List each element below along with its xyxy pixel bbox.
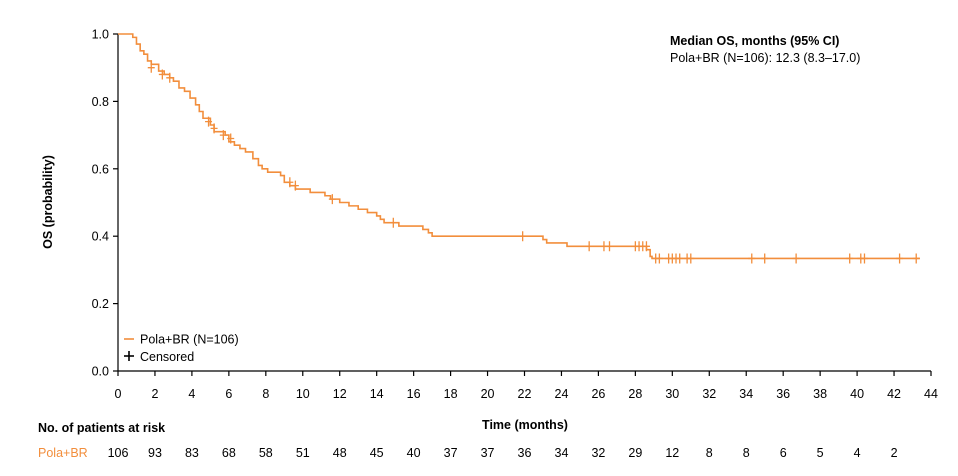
x-tick-label: 30	[665, 387, 679, 401]
at-risk-value: 51	[296, 446, 310, 460]
censor-mark	[389, 217, 397, 228]
legend-series-label: Pola+BR (N=106)	[140, 333, 239, 347]
x-tick-label: 2	[151, 387, 158, 401]
censor-mark	[585, 241, 593, 252]
x-tick-label: 40	[850, 387, 864, 401]
x-tick-label: 6	[225, 387, 232, 401]
x-tick-label: 24	[555, 387, 569, 401]
y-tick-label: 0.4	[92, 230, 109, 244]
x-axis-label: Time (months)	[482, 418, 568, 432]
x-tick-label: 8	[262, 387, 269, 401]
at-risk-value: 4	[854, 446, 861, 460]
y-axis-label: OS (probability)	[41, 155, 55, 249]
axes: 0.00.20.40.60.81.00 2 4 6 8 10 12 14 16 18 20 22 24 2…	[92, 28, 938, 402]
legend-censored-label: Censored	[140, 350, 194, 364]
censor-mark	[158, 69, 166, 80]
x-tick-label: 42	[887, 387, 901, 401]
at-risk-row-label: Pola+BR	[38, 446, 88, 460]
censor-mark	[655, 253, 663, 264]
x-tick-label: 22	[518, 387, 532, 401]
y-tick-label: 1.0	[92, 28, 109, 42]
at-risk-value: 36	[518, 446, 532, 460]
median-annotation-value: Pola+BR (N=106): 12.3 (8.3–17.0)	[670, 51, 860, 65]
survival-curve-group	[118, 33, 920, 260]
censor-mark	[328, 194, 336, 205]
censor-mark	[761, 253, 769, 264]
y-tick-label: 0.2	[92, 297, 109, 311]
survival-curve-pola-br	[118, 33, 920, 260]
at-risk-value: 34	[555, 446, 569, 460]
x-tick-label: 16	[407, 387, 421, 401]
at-risk-value: 83	[185, 446, 199, 460]
at-risk-value: 32	[591, 446, 605, 460]
at-risk-value: 37	[481, 446, 495, 460]
at-risk-value: 8	[706, 446, 713, 460]
at-risk-value: 5	[817, 446, 824, 460]
at-risk-value: 45	[370, 446, 384, 460]
censor-mark	[687, 253, 695, 264]
y-tick-label: 0.0	[92, 365, 109, 379]
x-tick-label: 32	[702, 387, 716, 401]
censor-mark	[642, 241, 650, 252]
x-tick-label: 26	[591, 387, 605, 401]
at-risk-value: 93	[148, 446, 162, 460]
y-tick-label: 0.6	[92, 162, 109, 176]
x-tick-label: 44	[924, 387, 938, 401]
censor-mark	[748, 253, 756, 264]
x-tick-label: 12	[333, 387, 347, 401]
at-risk-value: 40	[407, 446, 421, 460]
at-risk-value: 58	[259, 446, 273, 460]
at-risk-value: 8	[743, 446, 750, 460]
at-risk-value: 2	[891, 446, 898, 460]
censor-mark	[286, 177, 294, 188]
x-tick-label: 4	[188, 387, 195, 401]
censor-mark	[291, 180, 299, 191]
at-risk-title: No. of patients at risk	[38, 421, 165, 435]
legend: Pola+BR (N=106) Censored	[124, 333, 239, 364]
censor-mark	[912, 253, 920, 264]
x-tick-label: 34	[739, 387, 753, 401]
censor-mark	[896, 253, 904, 264]
at-risk-value: 12	[665, 446, 679, 460]
x-tick-label: 14	[370, 387, 384, 401]
at-risk-value: 6	[780, 446, 787, 460]
x-tick-label: 20	[481, 387, 495, 401]
x-tick-label: 18	[444, 387, 458, 401]
censor-mark	[205, 116, 213, 127]
censor-marks	[147, 62, 920, 264]
censor-mark	[227, 133, 235, 144]
at-risk-value: 29	[628, 446, 642, 460]
censor-mark	[519, 231, 527, 242]
censor-mark	[860, 253, 868, 264]
x-tick-label: 36	[776, 387, 790, 401]
y-tick-label: 0.8	[92, 95, 109, 109]
x-tick-label: 28	[628, 387, 642, 401]
censor-mark	[219, 130, 227, 141]
legend-censor-icon	[124, 351, 134, 361]
censor-mark	[210, 123, 218, 134]
censor-mark	[147, 62, 155, 73]
median-annotation-title: Median OS, months (95% CI)	[670, 34, 839, 48]
x-tick-label: 10	[296, 387, 310, 401]
censor-mark	[676, 253, 684, 264]
x-tick-label: 0	[115, 387, 122, 401]
at-risk-value: 48	[333, 446, 347, 460]
censor-mark	[846, 253, 854, 264]
at-risk-value: 106	[108, 446, 129, 460]
x-tick-label: 38	[813, 387, 827, 401]
censor-mark	[605, 241, 613, 252]
censor-mark	[792, 253, 800, 264]
at-risk-value: 68	[222, 446, 236, 460]
at-risk-values: 106 93 83 68 58 51 48 45 40 37 37 36 34 32 29 12 8 8 6 5 4 2	[108, 446, 898, 460]
censor-mark	[166, 72, 174, 83]
at-risk-value: 37	[444, 446, 458, 460]
